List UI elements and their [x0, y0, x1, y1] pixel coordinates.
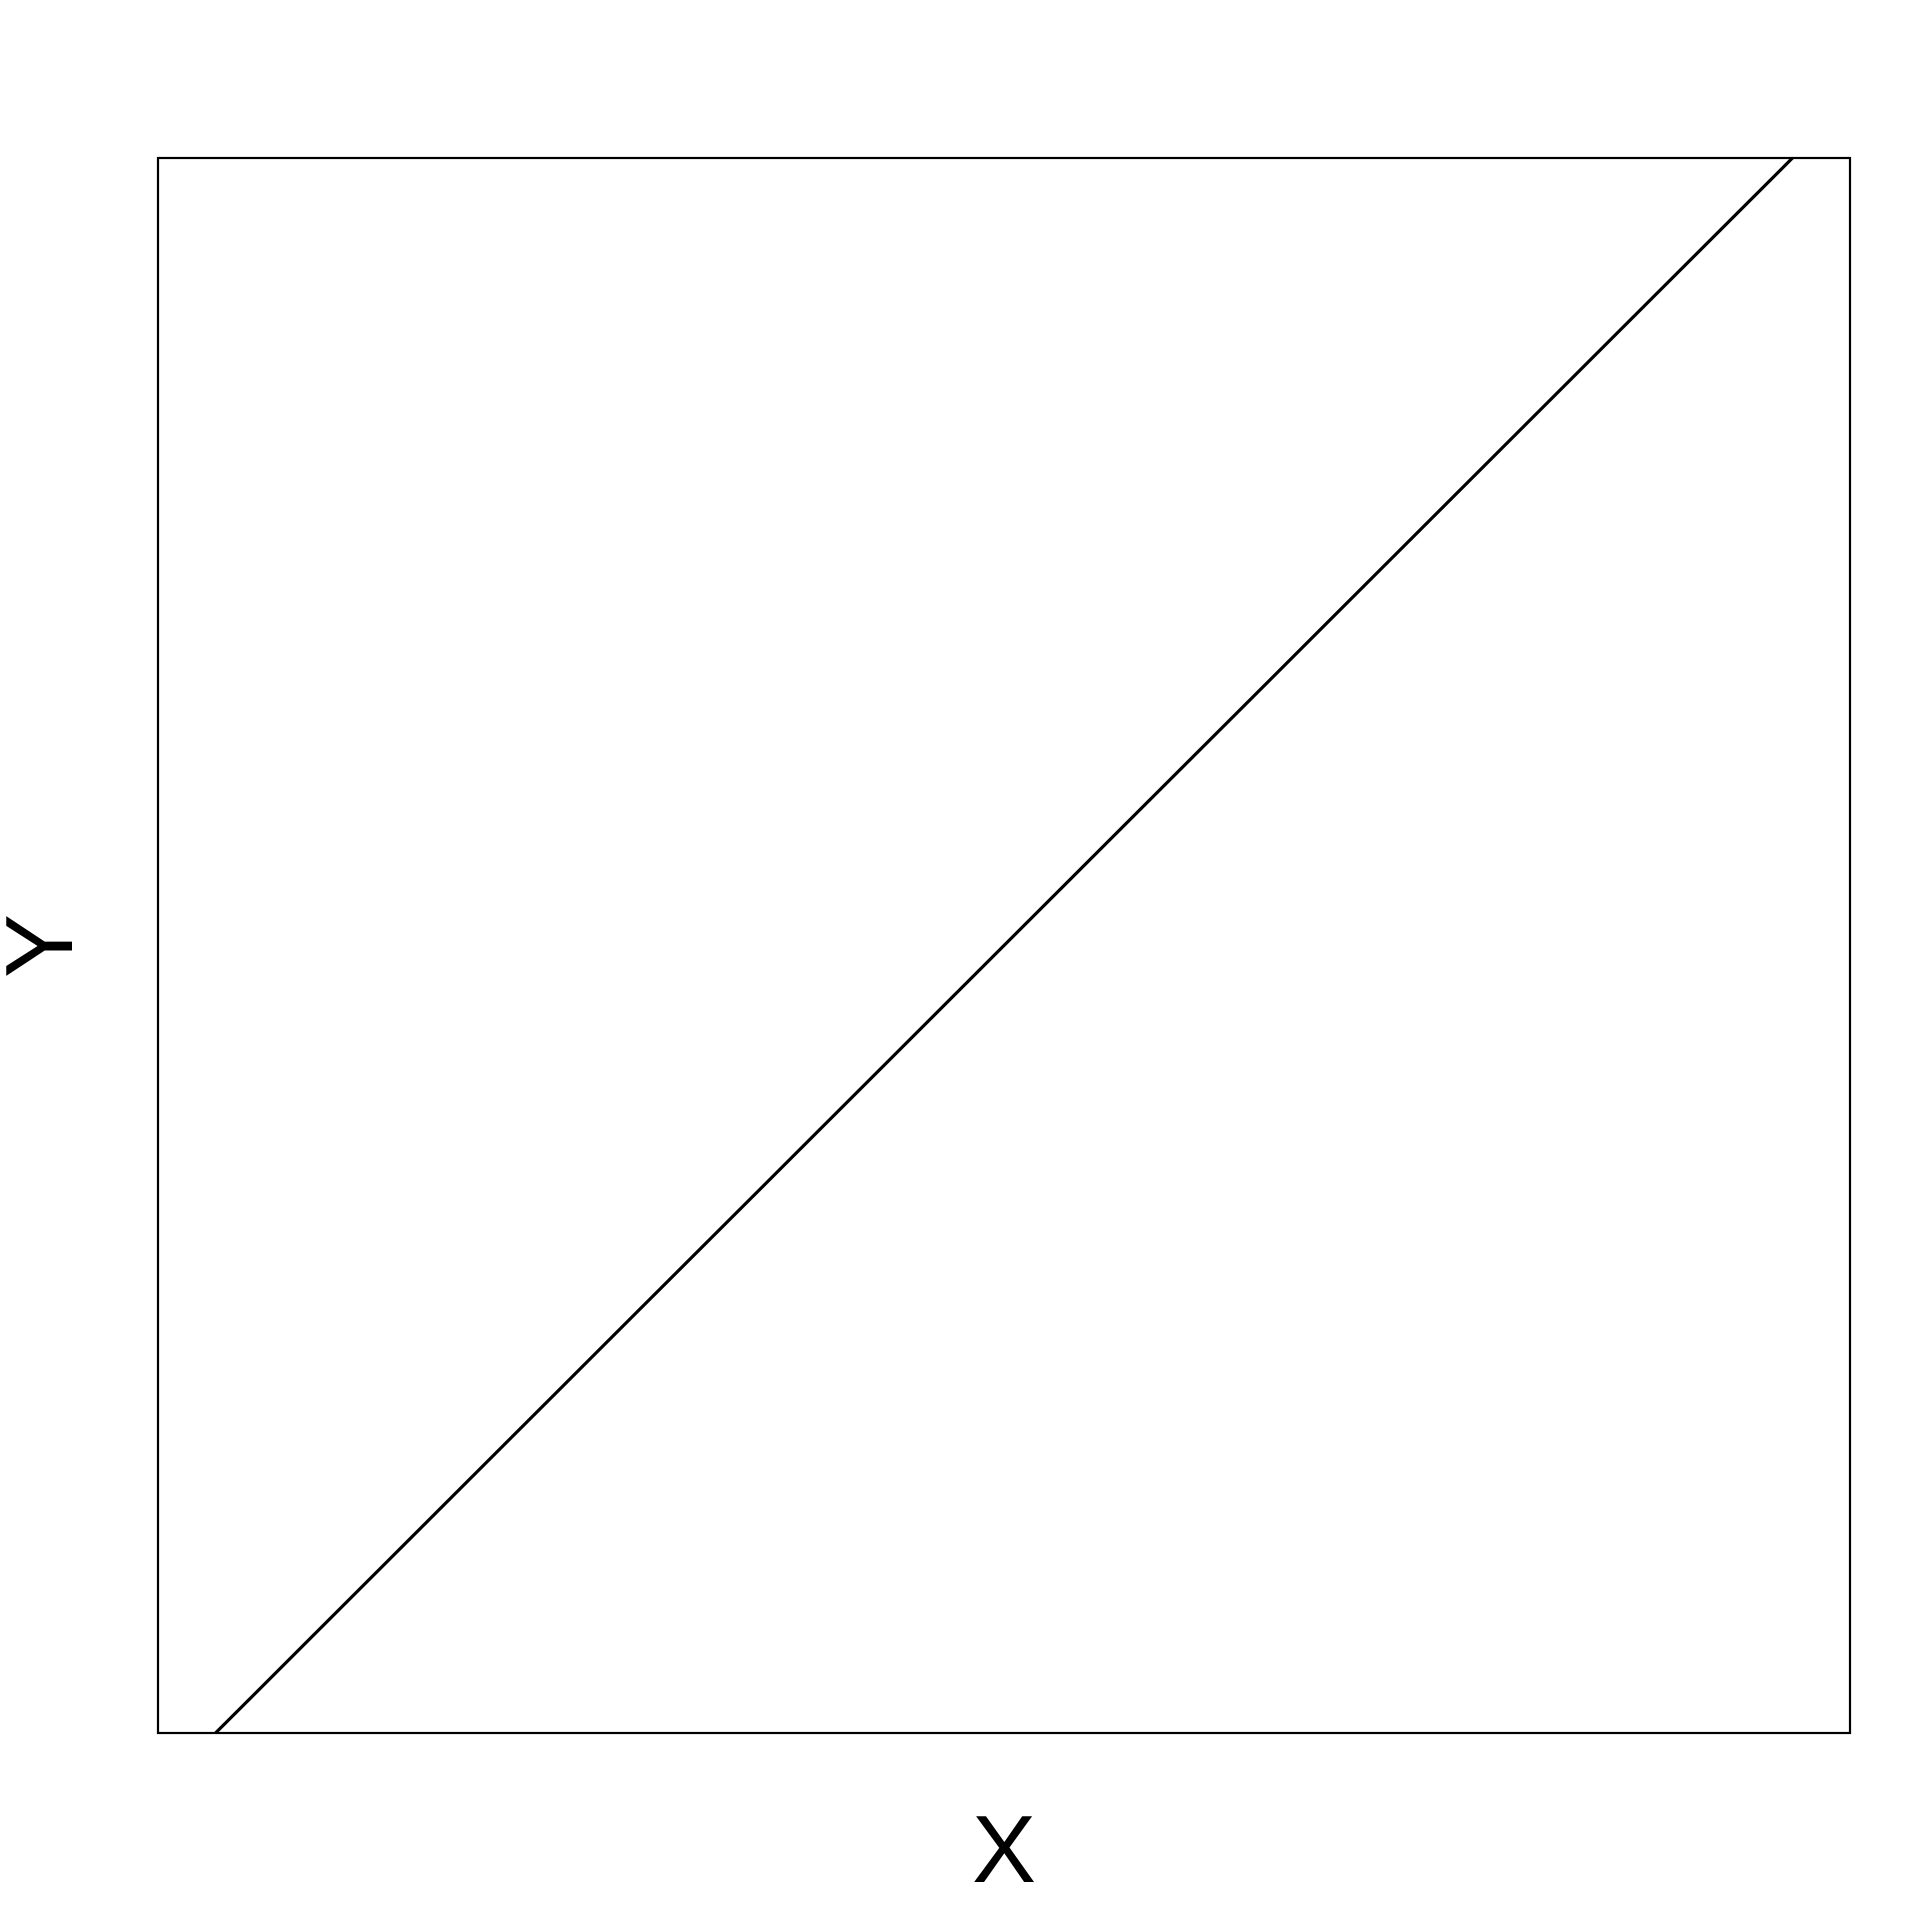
- plot-area: [156, 156, 1852, 1735]
- y-axis-label: Y: [0, 914, 93, 978]
- series-group: [214, 156, 1794, 1735]
- series-line-0: [214, 156, 1794, 1735]
- x-axis-label: X: [972, 1796, 1036, 1903]
